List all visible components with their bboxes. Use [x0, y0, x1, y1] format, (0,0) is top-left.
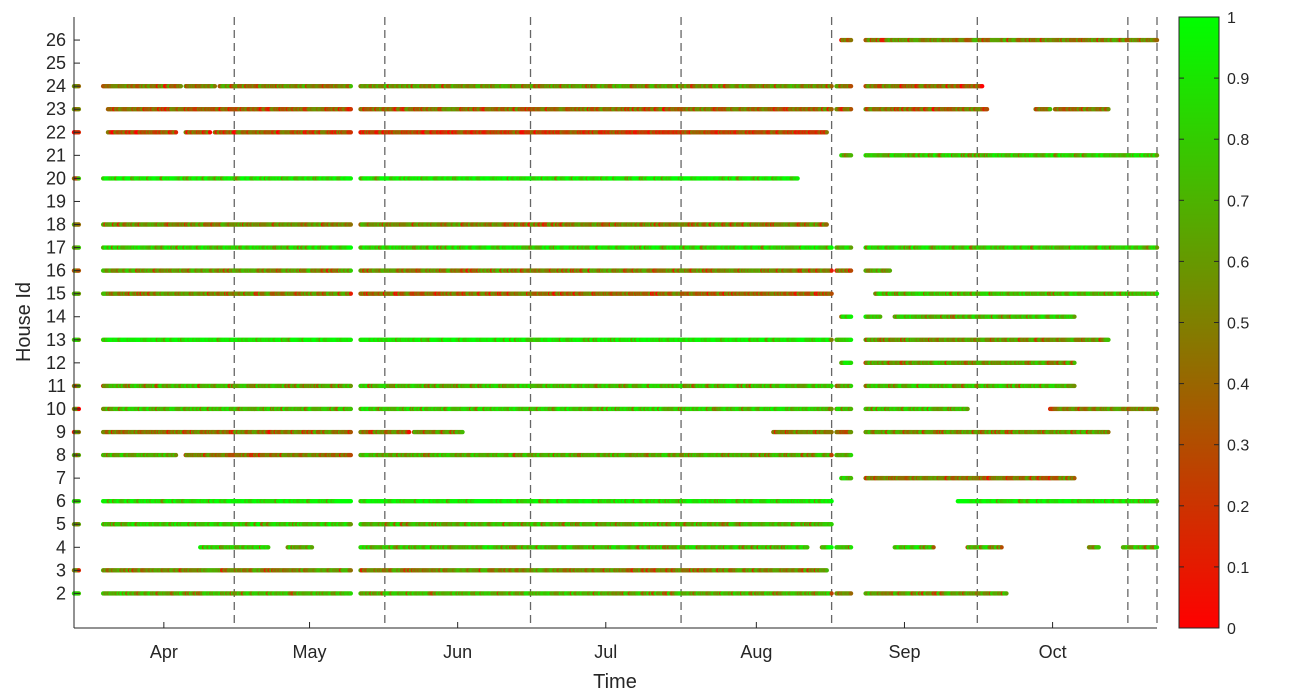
data-point — [848, 153, 854, 158]
data-point — [178, 83, 184, 89]
data-point — [824, 130, 829, 135]
data-point — [979, 83, 985, 89]
data-point — [795, 176, 800, 181]
series-house-18 — [71, 222, 829, 227]
data-point — [829, 107, 834, 112]
data-point — [348, 83, 354, 89]
data-point — [173, 130, 179, 135]
series-house-20 — [71, 176, 800, 181]
data-point — [829, 245, 834, 250]
data-point — [1154, 37, 1160, 43]
data-point — [348, 176, 354, 181]
data-point — [1106, 107, 1111, 112]
series-house-21 — [839, 153, 1160, 158]
series-house-24 — [71, 83, 985, 89]
data-point — [848, 83, 854, 89]
series-house-26 — [839, 37, 1160, 43]
series-house-22 — [71, 130, 829, 135]
data-point — [348, 268, 354, 273]
data-point — [984, 107, 990, 112]
series-house-23 — [71, 107, 1111, 112]
data-point — [348, 245, 354, 250]
series-layer — [71, 37, 1160, 596]
data-point — [348, 130, 354, 135]
series-house-16 — [71, 268, 893, 273]
data-point — [348, 222, 354, 227]
data-point — [1154, 153, 1160, 158]
data-point — [207, 130, 213, 135]
data-point — [824, 222, 829, 227]
data-point — [348, 107, 354, 112]
data-point — [212, 83, 218, 89]
data-point — [848, 37, 854, 43]
data-point — [848, 107, 854, 112]
series-house-17 — [71, 245, 1160, 250]
data-point — [848, 245, 854, 250]
data-point — [1154, 245, 1160, 250]
data-point — [1047, 107, 1053, 112]
data-point — [829, 83, 834, 89]
